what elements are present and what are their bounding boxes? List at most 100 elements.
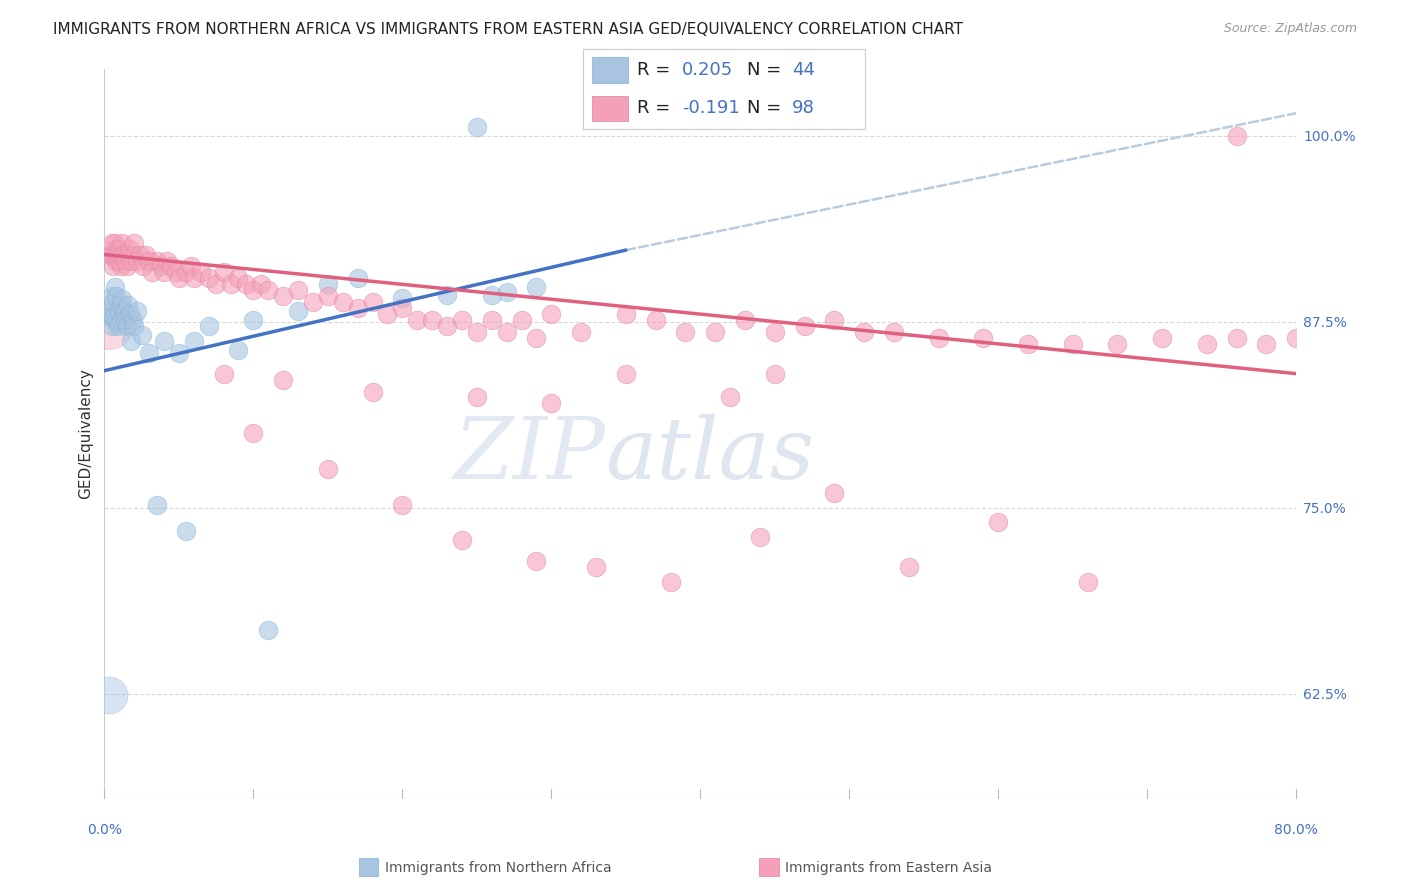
Point	[465, 391, 488, 405]
Point	[165, 265, 187, 279]
Point	[103, 247, 125, 261]
Point	[97, 688, 120, 702]
Point	[510, 313, 533, 327]
Point	[111, 235, 134, 250]
Point	[1256, 337, 1278, 351]
Point	[614, 367, 637, 381]
Point	[675, 325, 697, 339]
Point	[1285, 331, 1308, 345]
Point	[271, 373, 294, 387]
Point	[105, 289, 128, 303]
Point	[526, 554, 548, 568]
Point	[103, 295, 125, 310]
Point	[1017, 337, 1039, 351]
FancyBboxPatch shape	[592, 95, 628, 121]
Point	[127, 253, 149, 268]
Point	[316, 462, 339, 476]
Point	[197, 271, 219, 285]
Point	[406, 313, 429, 327]
Text: 98: 98	[792, 100, 814, 118]
Point	[138, 346, 160, 360]
Point	[644, 313, 666, 327]
Point	[481, 287, 503, 301]
Point	[853, 325, 876, 339]
Point	[97, 304, 120, 318]
Point	[118, 242, 141, 256]
Point	[235, 277, 257, 292]
Point	[823, 313, 845, 327]
Point	[793, 318, 815, 333]
Text: -0.191: -0.191	[682, 100, 740, 118]
Point	[120, 253, 142, 268]
Point	[1195, 337, 1218, 351]
Point	[114, 253, 136, 268]
Point	[167, 271, 190, 285]
Point	[540, 307, 562, 321]
Point	[121, 247, 143, 261]
Point	[112, 304, 135, 318]
Point	[183, 271, 205, 285]
Point	[156, 253, 179, 268]
Point	[112, 247, 135, 261]
Point	[145, 498, 167, 512]
Point	[495, 285, 517, 299]
Point	[250, 277, 273, 292]
Point	[346, 301, 368, 315]
Point	[614, 307, 637, 321]
Point	[361, 295, 384, 310]
Text: ZIP: ZIP	[453, 414, 605, 497]
Point	[97, 318, 120, 333]
Point	[115, 260, 138, 274]
Point	[1226, 331, 1249, 345]
Point	[302, 295, 325, 310]
Point	[316, 277, 339, 292]
Point	[138, 253, 160, 268]
Point	[763, 325, 786, 339]
Point	[257, 283, 280, 297]
Point	[180, 260, 202, 274]
Point	[167, 346, 190, 360]
Point	[160, 260, 183, 274]
Point	[190, 265, 212, 279]
Point	[110, 298, 132, 312]
Point	[105, 253, 128, 268]
Point	[242, 283, 264, 297]
Point	[332, 295, 354, 310]
Text: R =: R =	[637, 100, 676, 118]
Point	[972, 331, 994, 345]
Point	[928, 331, 950, 345]
Point	[110, 260, 132, 274]
Point	[120, 334, 142, 348]
Point	[108, 304, 131, 318]
Point	[108, 242, 131, 256]
Point	[526, 280, 548, 294]
FancyBboxPatch shape	[592, 57, 628, 83]
Point	[101, 318, 124, 333]
Point	[271, 289, 294, 303]
Point	[823, 485, 845, 500]
Text: Immigrants from Northern Africa: Immigrants from Northern Africa	[385, 861, 612, 875]
Point	[111, 292, 134, 306]
Point	[117, 298, 139, 312]
Point	[481, 313, 503, 327]
Point	[176, 265, 198, 279]
Point	[110, 313, 132, 327]
Point	[540, 396, 562, 410]
Point	[122, 235, 145, 250]
Point	[141, 265, 163, 279]
Text: IMMIGRANTS FROM NORTHERN AFRICA VS IMMIGRANTS FROM EASTERN ASIA GED/EQUIVALENCY : IMMIGRANTS FROM NORTHERN AFRICA VS IMMIG…	[53, 22, 963, 37]
Point	[107, 247, 129, 261]
Point	[110, 247, 132, 261]
Text: 0.205: 0.205	[682, 61, 733, 78]
Point	[451, 313, 474, 327]
Point	[107, 318, 129, 333]
Text: 44: 44	[792, 61, 814, 78]
Point	[287, 304, 309, 318]
Text: N =: N =	[747, 100, 786, 118]
Text: atlas: atlas	[605, 414, 814, 497]
Point	[183, 334, 205, 348]
Point	[495, 325, 517, 339]
Point	[242, 313, 264, 327]
Point	[212, 367, 235, 381]
Point	[101, 235, 124, 250]
